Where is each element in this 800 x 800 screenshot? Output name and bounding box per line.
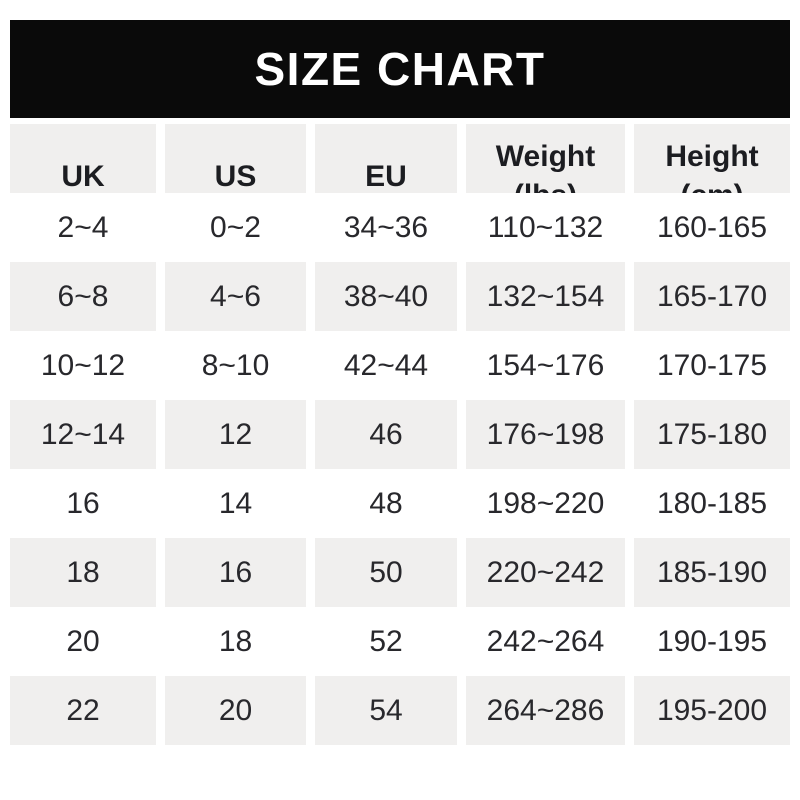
table-cell: 10~12 xyxy=(10,331,156,400)
size-table: UK US EU Weight (lbs) Height (cm) 2~40~2… xyxy=(10,124,790,745)
table-cell: 16 xyxy=(165,538,306,607)
table-cell: 18 xyxy=(10,538,156,607)
table-cell: 176~198 xyxy=(466,400,625,469)
table-cell: 4~6 xyxy=(165,262,306,331)
table-cell: 198~220 xyxy=(466,469,625,538)
table-cell: 6~8 xyxy=(10,262,156,331)
table-cell: 160-165 xyxy=(634,193,790,262)
table-cell: 20 xyxy=(165,676,306,745)
table-cell: 185-190 xyxy=(634,538,790,607)
table-cell: 8~10 xyxy=(165,331,306,400)
table-cell: 190-195 xyxy=(634,607,790,676)
table-cell: 132~154 xyxy=(466,262,625,331)
title-banner: SIZE CHART xyxy=(10,20,790,118)
table-cell: 12 xyxy=(165,400,306,469)
table-cell: 175-180 xyxy=(634,400,790,469)
table-cell: 0~2 xyxy=(165,193,306,262)
table-cell: 20 xyxy=(10,607,156,676)
table-cell: 180-185 xyxy=(634,469,790,538)
table-cell: 38~40 xyxy=(315,262,457,331)
table-cell: 2~4 xyxy=(10,193,156,262)
table-cell: 220~242 xyxy=(466,538,625,607)
column-header-label: Weight xyxy=(495,140,596,173)
table-cell: 165-170 xyxy=(634,262,790,331)
table-cell: 195-200 xyxy=(634,676,790,745)
table-cell: 50 xyxy=(315,538,457,607)
column-header-label: EU xyxy=(365,159,407,193)
column-header-label: US xyxy=(214,159,257,193)
table-cell: 170-175 xyxy=(634,331,790,400)
table-cell: 54 xyxy=(315,676,457,745)
table-cell: 264~286 xyxy=(466,676,625,745)
table-cell: 48 xyxy=(315,469,457,538)
table-cell: 16 xyxy=(10,469,156,538)
table-cell: 46 xyxy=(315,400,457,469)
table-cell: 18 xyxy=(165,607,306,676)
table-cell: 22 xyxy=(10,676,156,745)
table-cell: 242~264 xyxy=(466,607,625,676)
column-header-label: UK xyxy=(61,159,105,193)
column-header-label: Height xyxy=(665,140,759,173)
table-cell: 154~176 xyxy=(466,331,625,400)
table-cell: 110~132 xyxy=(466,193,625,262)
table-cell: 52 xyxy=(315,607,457,676)
table-cell: 12~14 xyxy=(10,400,156,469)
table-cell: 14 xyxy=(165,469,306,538)
table-cell: 34~36 xyxy=(315,193,457,262)
page-title: SIZE CHART xyxy=(254,43,546,95)
table-cell: 42~44 xyxy=(315,331,457,400)
